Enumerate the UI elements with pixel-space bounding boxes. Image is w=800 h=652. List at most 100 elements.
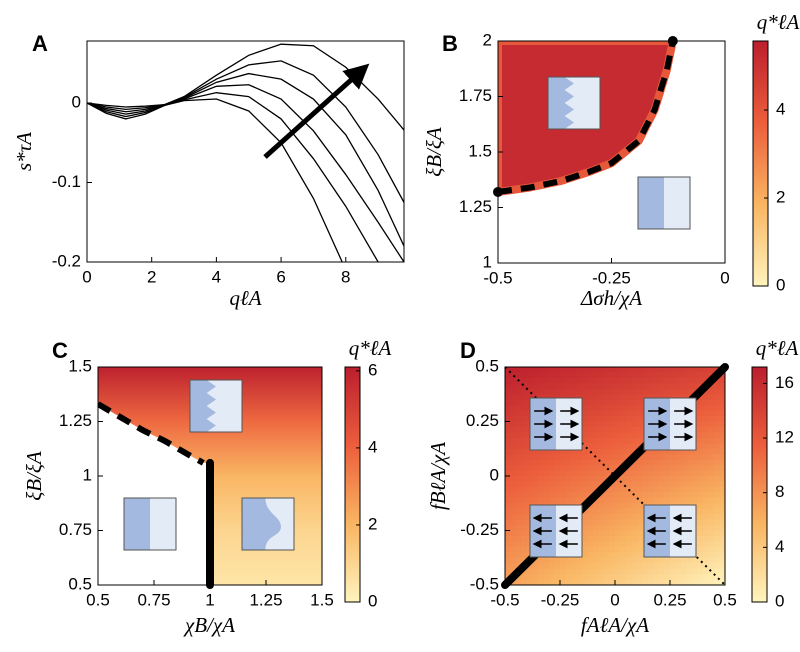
heatmap-cell	[521, 459, 528, 466]
heatmap-cell	[560, 372, 567, 379]
heatmap-cell	[538, 394, 545, 401]
heatmap-cell	[582, 546, 589, 553]
heatmap-cell	[648, 388, 655, 395]
heatmap-cell	[571, 574, 578, 581]
heatmap-cell	[714, 416, 721, 423]
heatmap-cell	[505, 443, 512, 450]
heatmap-cell	[582, 405, 589, 412]
heatmap-cell	[582, 481, 589, 488]
heatmap-cell	[527, 465, 534, 472]
heatmap-cell	[675, 497, 682, 504]
heatmap-cell	[626, 497, 633, 504]
x-tick-label: 0	[82, 267, 91, 286]
heatmap-cell	[593, 508, 600, 515]
heatmap-cell	[565, 470, 572, 477]
heatmap-cell	[549, 557, 556, 564]
panel-label: C	[52, 338, 68, 363]
heatmap-cell	[620, 508, 627, 515]
heatmap-cell	[637, 519, 644, 526]
heatmap-cell	[659, 557, 666, 564]
trend-arrow	[263, 63, 370, 159]
heatmap-cell	[549, 465, 556, 472]
heatmap-cell	[510, 552, 517, 559]
heatmap-cell	[510, 535, 517, 542]
colorbar-tick-label: 6	[368, 360, 377, 379]
heatmap-cell	[719, 563, 725, 570]
heatmap-cell	[532, 497, 539, 504]
heatmap-cell	[692, 568, 699, 575]
heatmap-cell	[697, 568, 704, 575]
heatmap-cell	[527, 568, 534, 575]
heatmap-cell	[626, 508, 633, 515]
heatmap-cell	[543, 372, 550, 379]
heatmap-cell	[604, 486, 611, 493]
heatmap-cell	[620, 503, 627, 510]
heatmap-cell	[708, 416, 715, 423]
heatmap-cell	[565, 579, 572, 585]
heatmap-cell	[615, 372, 622, 379]
heatmap-cell	[582, 476, 589, 483]
heatmap-cell	[516, 410, 523, 417]
heatmap-cell	[582, 530, 589, 537]
heatmap-cell	[626, 394, 633, 401]
x-axis-label: Δσh/χA	[580, 286, 642, 310]
curve	[87, 60, 404, 203]
heatmap-cell	[648, 497, 655, 504]
heatmap-cell	[505, 383, 512, 390]
heatmap-cell	[648, 574, 655, 581]
heatmap-cell	[582, 372, 589, 379]
heatmap-cell	[593, 530, 600, 537]
heatmap-cell	[637, 508, 644, 515]
heatmap-cell	[560, 388, 567, 395]
heatmap-cell	[719, 579, 725, 585]
heatmap-cell	[719, 459, 725, 466]
heatmap-cell	[664, 486, 671, 493]
heatmap-cell	[505, 476, 512, 483]
heatmap-cell	[538, 377, 545, 384]
curve	[87, 84, 404, 262]
x-tick-label: 6	[276, 267, 285, 286]
heatmap-cell	[615, 497, 622, 504]
heatmap-cell	[615, 437, 622, 444]
heatmap-cell	[631, 541, 638, 548]
heatmap-cell	[510, 432, 517, 439]
heatmap-cell	[582, 394, 589, 401]
heatmap-cell	[609, 388, 616, 395]
y-axis-label: ξB/ξA	[22, 451, 46, 501]
heatmap-cell	[719, 525, 725, 532]
heatmap-cell	[653, 372, 660, 379]
inset-icon	[189, 379, 243, 433]
heatmap-cell	[626, 437, 633, 444]
heatmap-cell	[516, 486, 523, 493]
heatmap-cell	[653, 377, 660, 384]
heatmap-cell	[714, 530, 721, 537]
heatmap-cell	[620, 421, 627, 428]
heatmap-cell	[505, 546, 512, 553]
heatmap-cell	[521, 503, 528, 510]
heatmap-cell	[516, 448, 523, 455]
heatmap-cell	[703, 497, 710, 504]
heatmap-cell	[703, 448, 710, 455]
heatmap-cell	[593, 470, 600, 477]
heatmap-cell	[714, 514, 721, 521]
heatmap-cell	[565, 492, 572, 499]
heatmap-cell	[598, 448, 605, 455]
heatmap-cell	[642, 568, 649, 575]
heatmap-cell	[697, 448, 704, 455]
heatmap-cell	[576, 394, 583, 401]
heatmap-cell	[620, 486, 627, 493]
heatmap-cell	[631, 535, 638, 542]
heatmap-cell	[532, 481, 539, 488]
heatmap-cell	[637, 579, 644, 585]
heatmap-cell	[571, 568, 578, 575]
heatmap-cell	[538, 574, 545, 581]
heatmap-cell	[703, 535, 710, 542]
heatmap-cell	[631, 525, 638, 532]
heatmap-cell	[631, 421, 638, 428]
heatmap-cell	[626, 367, 633, 374]
heatmap-cell	[692, 367, 699, 374]
heatmap-cell	[675, 579, 682, 585]
heatmap-cell	[549, 383, 556, 390]
heatmap-cell	[587, 557, 594, 564]
heatmap-cell	[587, 405, 594, 412]
